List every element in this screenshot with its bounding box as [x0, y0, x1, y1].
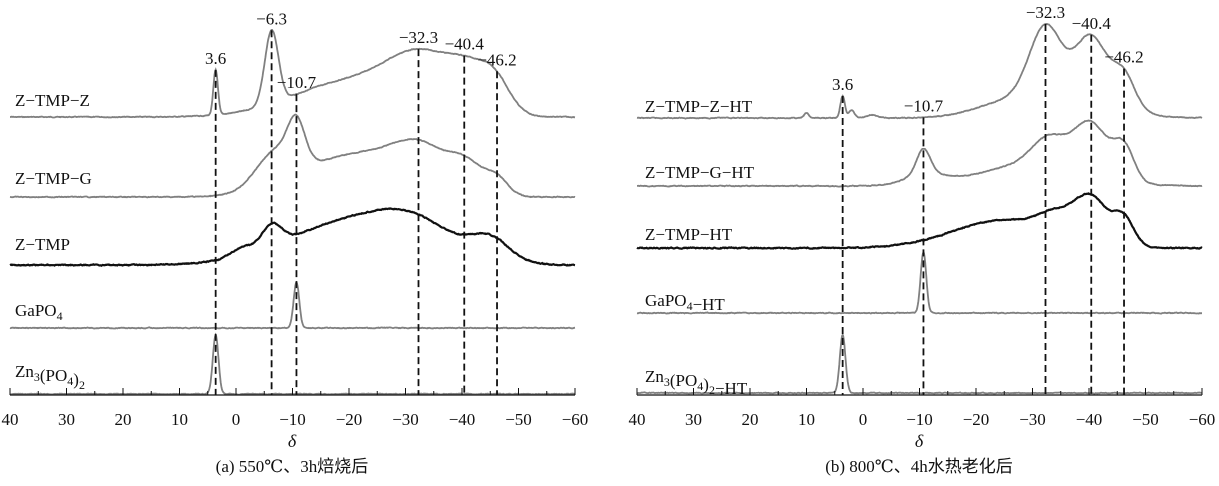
trace-label: Z−TMP−Z−HT [645, 97, 753, 116]
trace-label: Z−TMP−G [15, 169, 92, 188]
spectrum-trace [636, 250, 1202, 315]
trace-label: Z−TMP−HT [645, 225, 733, 244]
peak-label: −40.4 [1072, 14, 1112, 33]
x-tick-label: 10 [171, 410, 188, 429]
x-tick-label: −60 [562, 410, 589, 429]
spectrum-trace [9, 113, 576, 199]
trace-label: Zn3(PO4)2 [15, 362, 85, 392]
peak-label: 3.6 [832, 75, 853, 94]
x-tick-label: 20 [115, 410, 132, 429]
peak-label: −46.2 [477, 50, 516, 69]
trace-label: GaPO4−HT [645, 291, 725, 314]
x-tick-label: −20 [336, 410, 363, 429]
spectrum-trace [9, 207, 576, 267]
peak-label: −10.7 [277, 73, 317, 92]
spectrum-trace [636, 192, 1203, 250]
x-tick-label: −50 [1132, 410, 1159, 429]
trace-label: Z−TMP [15, 235, 70, 254]
peak-label: −32.3 [399, 28, 438, 47]
x-tick-label: 30 [685, 410, 702, 429]
spectrum-trace [636, 22, 1203, 120]
spectrum-trace [9, 280, 576, 330]
x-tick-label: −50 [505, 410, 532, 429]
x-tick-label: −20 [963, 410, 990, 429]
x-tick-label: 20 [742, 410, 759, 429]
trace-label: Z−TMP−Z [15, 91, 90, 110]
trace-label: GaPO4 [15, 301, 63, 323]
x-tick-label: −30 [1019, 410, 1046, 429]
x-tick-label: 40 [2, 410, 19, 429]
x-tick-label: 40 [629, 410, 646, 429]
x-tick-label: −30 [392, 410, 419, 429]
peak-label: −10.7 [904, 96, 944, 115]
panel-b: δ (b) 800℃、4h水热老化后 Z−TMP−Z−HT Z−TMP−G−HT Z… [629, 3, 1216, 476]
caption-b: (b) 800℃、4h水热老化后 [825, 457, 1013, 476]
x-axis-title-b: δ [915, 431, 924, 451]
x-tick-label: −60 [1189, 410, 1216, 429]
x-tick-label: −10 [279, 410, 306, 429]
trace-label: Zn3(PO4)2−HT [645, 367, 748, 398]
spectrum-trace [9, 332, 575, 396]
peak-label: −46.2 [1104, 48, 1143, 67]
panel-a: δ (a) 550℃、3h焙烧后 Z−TMP−Z Z−TMP−G Z−TMP GaPO… [2, 9, 589, 476]
trace-label: Z−TMP−G−HT [645, 163, 755, 182]
x-tick-label: −10 [906, 410, 933, 429]
x-axis-title-a: δ [288, 431, 297, 451]
peak-label: −40.4 [445, 35, 485, 54]
peak-label: −32.3 [1026, 3, 1065, 22]
x-tick-label: 0 [232, 410, 241, 429]
x-tick-label: −40 [1076, 410, 1103, 429]
x-tick-label: 30 [58, 410, 75, 429]
peak-label: −6.3 [256, 9, 287, 28]
caption-a: (a) 550℃、3h焙烧后 [216, 457, 369, 476]
x-tick-label: 10 [798, 410, 815, 429]
spectrum-trace [637, 119, 1203, 188]
x-tick-label: −40 [449, 410, 476, 429]
peak-label: 3.6 [205, 49, 226, 68]
x-tick-label: 0 [859, 410, 868, 429]
spectrum-trace [10, 28, 576, 119]
